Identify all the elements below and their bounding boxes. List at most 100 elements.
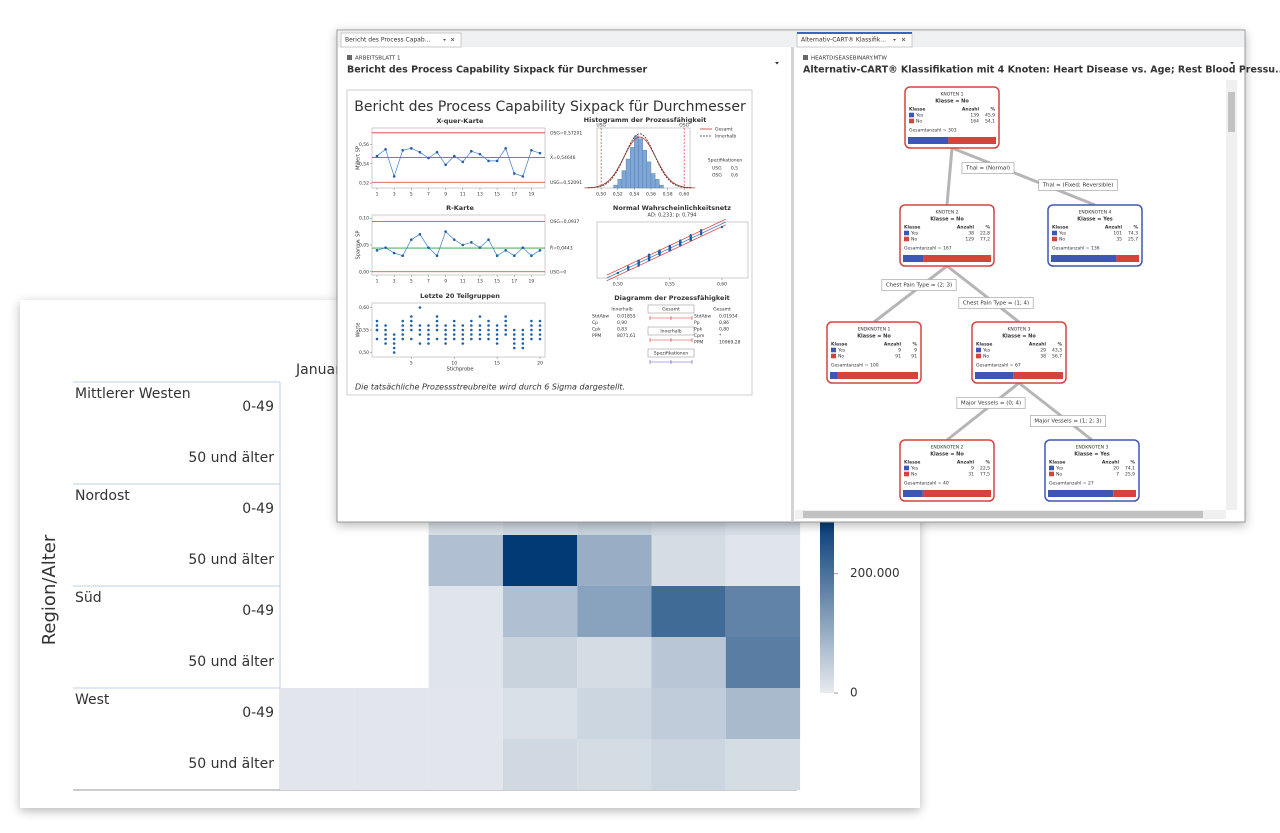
edge-label-box [961, 162, 1015, 174]
heatmap-cell [428, 739, 503, 790]
point [530, 148, 533, 152]
stats-name: Pp [694, 320, 700, 326]
vertical-scrollbar[interactable] [1226, 80, 1237, 510]
node-header: Anzahl [884, 342, 902, 348]
point [461, 160, 465, 164]
legend-box-label: Innerhalb [660, 329, 681, 335]
point [487, 319, 490, 323]
point [470, 149, 473, 153]
tab-close-icon[interactable] [450, 37, 455, 42]
y-tick-label: 0,05 [359, 243, 369, 249]
node-header: Anzahl [1105, 225, 1123, 231]
node-class: Klasse = Yes [1074, 452, 1110, 458]
tab[interactable] [340, 32, 462, 48]
heatmap-cell [577, 739, 652, 790]
legend-label: Gesamt [715, 127, 733, 133]
control-label: X̄=0,54646 [550, 154, 576, 161]
node-percent: 25,7 [1128, 237, 1138, 243]
class-swatch [904, 236, 909, 242]
node-bar-yes [1051, 255, 1117, 262]
pane-menu[interactable] [775, 62, 779, 65]
scroll-thumb[interactable] [1228, 92, 1235, 132]
heatmap-cell [725, 688, 801, 739]
node-id: KNOTEN 2 [935, 210, 958, 216]
node-header: Anzahl [1029, 342, 1047, 348]
histogram-bar [634, 135, 639, 189]
heatmap-cell [428, 535, 503, 586]
fit-line [606, 224, 726, 282]
tab-menu-icon[interactable] [443, 39, 446, 41]
heatmap-cell [354, 739, 429, 790]
histogram-bar [638, 138, 643, 189]
node-header: Klasse [1049, 460, 1065, 466]
node-count: 9 [898, 348, 901, 354]
pane-menu[interactable] [1230, 62, 1234, 65]
point [427, 333, 430, 336]
histogram-bar [613, 184, 618, 189]
point [495, 342, 499, 345]
stats-name: PPM [694, 340, 703, 346]
y-tick-label: 0,54 [359, 161, 369, 167]
point [478, 324, 482, 327]
point [435, 328, 439, 332]
tab-menu-icon[interactable] [893, 39, 896, 41]
point [401, 324, 405, 327]
node-percent: 9 [914, 348, 917, 354]
row-label: 50 und älter [188, 450, 274, 466]
point [410, 315, 413, 318]
point [461, 337, 465, 341]
point [504, 328, 507, 332]
node-bar-yes [903, 255, 924, 262]
histogram-bar [630, 147, 635, 189]
point [478, 152, 482, 156]
point [470, 328, 473, 332]
tree-edge [946, 381, 1020, 442]
node-class-name: Yes [1055, 466, 1064, 472]
node-class-name: Yes [915, 113, 924, 119]
x-tick-label: 0,50 [613, 282, 623, 288]
point [461, 243, 465, 247]
worksheet-icon [347, 55, 352, 60]
node-header: % [1130, 460, 1135, 466]
node-count: 139 [970, 113, 979, 119]
node-header: Klasse [904, 460, 920, 466]
chart-title: Letzte 20 Teilgruppen [420, 292, 500, 300]
heatmap-cell [577, 535, 652, 586]
stats-value: * [719, 333, 722, 339]
x-tick-label: 0,60 [717, 282, 727, 288]
node-total: Gesamtanzahl = 100 [831, 363, 879, 369]
tab-close-icon[interactable] [901, 37, 906, 42]
scroll-thumb[interactable] [803, 511, 1203, 518]
point [427, 246, 430, 249]
node-bar-yes [975, 372, 1014, 379]
x-tick-label: 15 [494, 279, 500, 285]
point [495, 333, 499, 336]
pane-splitter[interactable] [791, 47, 794, 521]
group-label: Mittlerer Westen [75, 386, 191, 402]
node-header: Klasse [831, 342, 847, 348]
plot-frame [371, 127, 546, 189]
histogram-bar [625, 158, 631, 189]
node-class-name: Yes [910, 231, 919, 237]
point [435, 315, 439, 318]
tab-title[interactable]: Bericht des Process Capab... [345, 37, 430, 44]
point [647, 253, 651, 256]
group-label: Nordost [75, 488, 130, 504]
point [478, 328, 482, 332]
tab-title[interactable]: Alternativ-CART® Klassifik... [801, 37, 886, 44]
colorbar-tick-label: 200.000 [850, 566, 900, 580]
node-percent: 77,5 [980, 472, 990, 478]
node-class-name: Yes [1058, 231, 1067, 237]
point [504, 147, 507, 150]
node-percent: 77,2 [980, 237, 990, 243]
node-header: % [985, 225, 990, 231]
node-header: % [912, 342, 917, 348]
point [427, 156, 430, 160]
node-class: Klasse = No [930, 452, 964, 458]
point [401, 148, 405, 152]
point [521, 246, 525, 249]
tree-node [899, 204, 995, 267]
point [452, 324, 456, 327]
point [375, 319, 379, 323]
heatmap-cell [502, 586, 578, 637]
